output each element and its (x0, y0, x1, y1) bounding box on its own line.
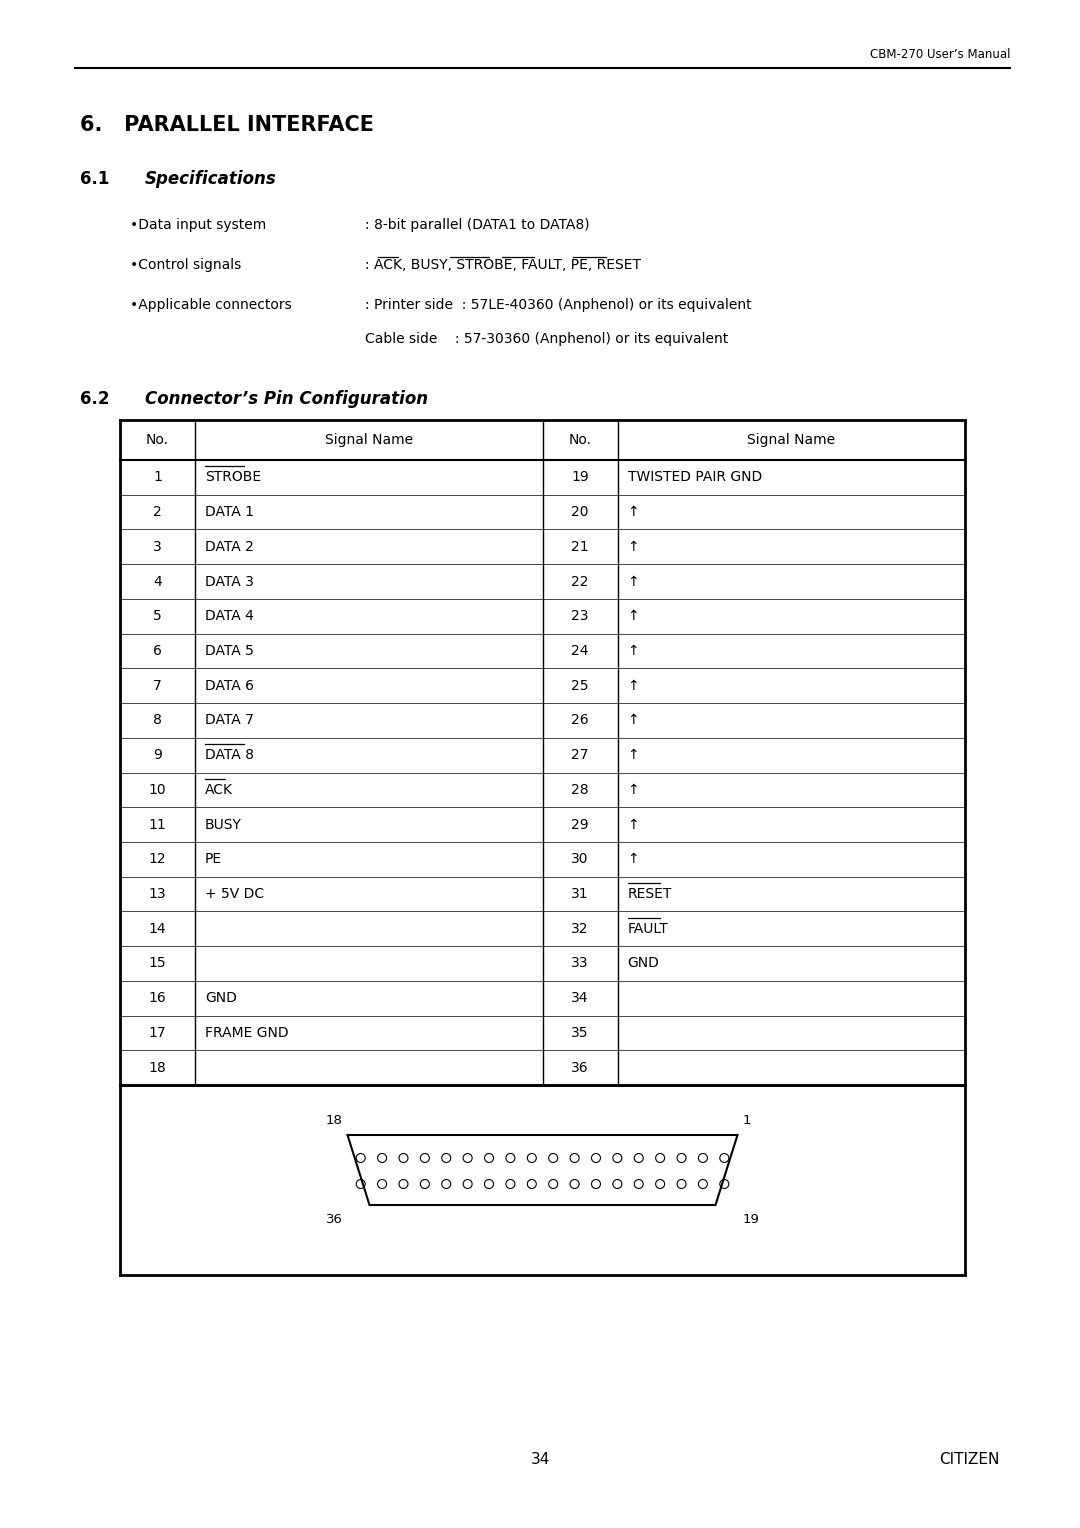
Text: 12: 12 (149, 853, 166, 866)
Text: ↑: ↑ (627, 678, 639, 692)
Text: : 8-bit parallel (DATA1 to DATA8): : 8-bit parallel (DATA1 to DATA8) (365, 219, 590, 232)
Text: Signal Name: Signal Name (325, 432, 413, 448)
Text: ↑: ↑ (627, 853, 639, 866)
Text: 21: 21 (571, 539, 589, 553)
Text: 31: 31 (571, 888, 589, 902)
Text: + 5V DC: + 5V DC (205, 888, 265, 902)
Text: 8: 8 (153, 714, 162, 727)
Text: 6.1: 6.1 (80, 170, 109, 188)
Text: 19: 19 (571, 471, 589, 484)
Text: 4: 4 (153, 575, 162, 588)
Text: 6.   PARALLEL INTERFACE: 6. PARALLEL INTERFACE (80, 115, 374, 134)
Text: Connector’s Pin Configuration: Connector’s Pin Configuration (145, 390, 428, 408)
Text: 20: 20 (571, 506, 589, 520)
Text: 36: 36 (571, 1060, 589, 1074)
Text: DATA 7: DATA 7 (205, 714, 254, 727)
Text: ↑: ↑ (627, 539, 639, 553)
Text: 3: 3 (153, 539, 162, 553)
Text: ACK: ACK (205, 782, 233, 798)
Text: 6.2: 6.2 (80, 390, 109, 408)
Text: ↑: ↑ (627, 817, 639, 831)
Text: 19: 19 (743, 1213, 759, 1225)
Text: No.: No. (146, 432, 168, 448)
Text: DATA 5: DATA 5 (205, 643, 254, 659)
Text: 16: 16 (149, 992, 166, 1005)
Text: 29: 29 (571, 817, 589, 831)
Text: DATA 6: DATA 6 (205, 678, 254, 692)
Text: 9: 9 (153, 749, 162, 762)
Text: 30: 30 (571, 853, 589, 866)
Text: ↑: ↑ (627, 782, 639, 798)
Text: ↑: ↑ (627, 714, 639, 727)
Text: 10: 10 (149, 782, 166, 798)
Text: 1: 1 (743, 1114, 751, 1128)
Text: Cable side    : 57-30360 (Anphenol) or its equivalent: Cable side : 57-30360 (Anphenol) or its … (365, 332, 728, 345)
Text: CITIZEN: CITIZEN (940, 1453, 1000, 1467)
Text: 28: 28 (571, 782, 589, 798)
Text: 35: 35 (571, 1025, 589, 1041)
Text: 13: 13 (149, 888, 166, 902)
Text: GND: GND (627, 957, 660, 970)
Text: 25: 25 (571, 678, 589, 692)
Text: 18: 18 (149, 1060, 166, 1074)
Text: : ACK, BUSY, STROBE, FAULT, PE, RESET: : ACK, BUSY, STROBE, FAULT, PE, RESET (365, 258, 642, 272)
Text: 32: 32 (571, 921, 589, 935)
Text: PE: PE (205, 853, 222, 866)
Text: DATA 1: DATA 1 (205, 506, 254, 520)
Text: 6: 6 (153, 643, 162, 659)
Text: •Applicable connectors: •Applicable connectors (130, 298, 292, 312)
Text: DATA 3: DATA 3 (205, 575, 254, 588)
Text: •Control signals: •Control signals (130, 258, 241, 272)
Text: 15: 15 (149, 957, 166, 970)
Text: 26: 26 (571, 714, 589, 727)
Text: CBM-270 User’s Manual: CBM-270 User’s Manual (869, 49, 1010, 61)
Text: FAULT: FAULT (627, 921, 669, 935)
Text: BUSY: BUSY (205, 817, 242, 831)
Text: 24: 24 (571, 643, 589, 659)
Text: No.: No. (568, 432, 592, 448)
Text: 18: 18 (326, 1114, 342, 1128)
Text: ↑: ↑ (627, 749, 639, 762)
Text: •Data input system: •Data input system (130, 219, 267, 232)
Text: GND: GND (205, 992, 237, 1005)
Text: 33: 33 (571, 957, 589, 970)
Text: 22: 22 (571, 575, 589, 588)
Text: Specifications: Specifications (145, 170, 276, 188)
Text: TWISTED PAIR GND: TWISTED PAIR GND (627, 471, 761, 484)
Text: FRAME GND: FRAME GND (205, 1025, 288, 1041)
Text: DATA 8: DATA 8 (205, 749, 254, 762)
Text: : Printer side  : 57LE-40360 (Anphenol) or its equivalent: : Printer side : 57LE-40360 (Anphenol) o… (365, 298, 752, 312)
Text: ↑: ↑ (627, 610, 639, 623)
Text: 2: 2 (153, 506, 162, 520)
Text: 23: 23 (571, 610, 589, 623)
Text: 27: 27 (571, 749, 589, 762)
Text: 36: 36 (326, 1213, 342, 1225)
Text: ↑: ↑ (627, 575, 639, 588)
Text: 34: 34 (571, 992, 589, 1005)
Text: STROBE: STROBE (205, 471, 261, 484)
Text: 34: 34 (530, 1453, 550, 1467)
Text: 17: 17 (149, 1025, 166, 1041)
Text: 7: 7 (153, 678, 162, 692)
Text: 1: 1 (153, 471, 162, 484)
Text: DATA 2: DATA 2 (205, 539, 254, 553)
Text: 11: 11 (149, 817, 166, 831)
Text: ↑: ↑ (627, 643, 639, 659)
Text: ↑: ↑ (627, 506, 639, 520)
Text: DATA 4: DATA 4 (205, 610, 254, 623)
Text: 5: 5 (153, 610, 162, 623)
Text: 14: 14 (149, 921, 166, 935)
Text: RESET: RESET (627, 888, 672, 902)
Text: Signal Name: Signal Name (747, 432, 835, 448)
